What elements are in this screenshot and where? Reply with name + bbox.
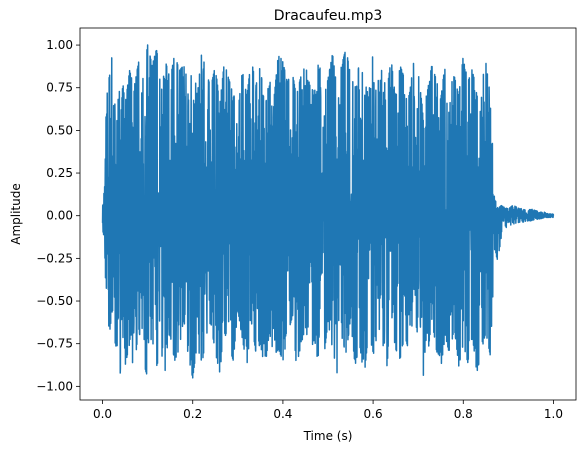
y-axis-ticks: −1.00 −0.75 −0.50 −0.25 0.00 0.25 0.50 0.75 1.00 [36,38,80,393]
series-layer [103,45,554,378]
x-axis-ticks: 0.0 0.2 0.4 0.6 0.8 1.0 [93,400,563,421]
x-tick-label: 0.6 [364,407,383,421]
plot-area [80,28,576,400]
y-tick-label: 0.75 [46,81,73,95]
y-tick-label: −0.75 [36,337,73,351]
y-tick-label: 0.25 [46,166,73,180]
waveform-series-line [103,45,554,378]
chart-title: Dracaufeu.mp3 [274,8,383,24]
y-tick-label: 0.50 [46,123,73,137]
y-tick-label: −1.00 [36,379,73,393]
y-axis-label: Amplitude [9,183,23,245]
x-tick-label: 0.2 [183,407,202,421]
x-tick-label: 1.0 [544,407,563,421]
y-tick-label: 0.00 [46,209,73,223]
y-tick-label: 1.00 [46,38,73,52]
x-tick-label: 0.4 [273,407,292,421]
y-tick-label: −0.25 [36,251,73,265]
x-axis-label: Time (s) [303,429,353,443]
y-tick-label: −0.50 [36,294,73,308]
x-tick-label: 0.8 [454,407,473,421]
x-tick-label: 0.0 [93,407,112,421]
